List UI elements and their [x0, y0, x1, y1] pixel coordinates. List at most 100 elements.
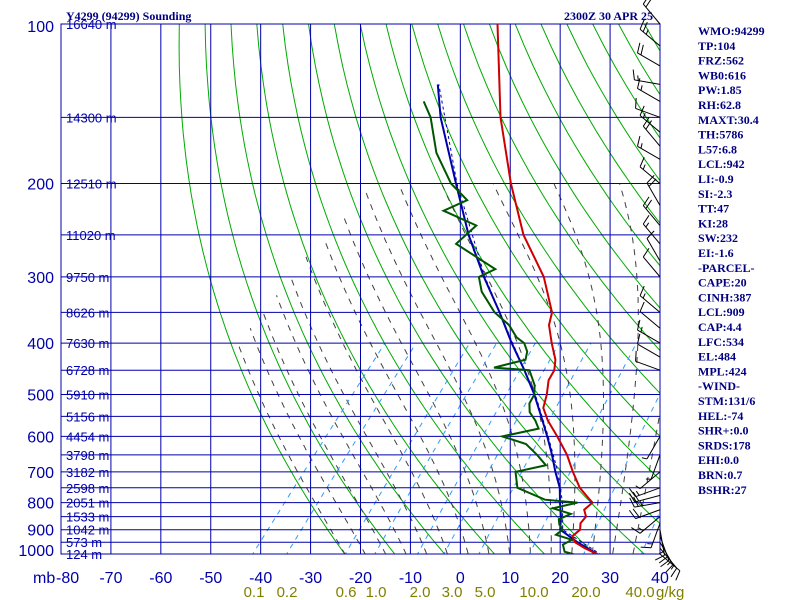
dry-adiabat-line: [178, 24, 346, 554]
pressure-tick-label: 800: [27, 496, 54, 513]
mixing-ratio-label: 20.0: [571, 584, 600, 600]
parcel-trace: [436, 84, 600, 554]
index-value: CAPE:20: [698, 276, 747, 290]
mixing-ratio-label: 2.0: [410, 584, 431, 600]
height-label: 573 m: [66, 535, 102, 550]
temperature-tick-label: 0: [456, 570, 465, 587]
wind-barb: [628, 508, 661, 520]
index-value: BSHR:27: [698, 483, 747, 497]
wind-barb: [642, 117, 661, 147]
moist-adiabat-line: [553, 183, 604, 554]
moist-adiabat-line: [632, 409, 660, 554]
height-label: 1042 m: [66, 523, 109, 538]
mixing-ratio-label: 5.0: [475, 584, 496, 600]
pressure-tick-label: 500: [27, 387, 54, 404]
index-value: SW:232: [698, 231, 738, 245]
temperature-tick-label: -80: [56, 570, 79, 587]
wind-barb: [646, 175, 661, 206]
index-value: LI:-0.9: [698, 172, 734, 186]
moist-adiabat-line: [305, 256, 448, 554]
stability-indices-panel: WMO:94299TP:104FRZ:562WB0:616PW:1.85RH:6…: [698, 24, 765, 497]
wind-barb: [639, 301, 661, 329]
temperature-tick-label: -60: [149, 570, 172, 587]
index-value: LFC:534: [698, 335, 744, 349]
index-value: CAP:4.4: [698, 320, 742, 334]
mixing-ratio-line: [344, 342, 471, 554]
header-station-title: Y4299 (94299) Sounding: [66, 9, 191, 23]
index-value: LCL:942: [698, 157, 745, 171]
index-value: PW:1.85: [698, 83, 742, 97]
index-value: L57:6.8: [698, 142, 737, 156]
height-label: 6728 m: [66, 363, 109, 378]
wind-barb: [640, 523, 661, 549]
moist-adiabat-line: [612, 183, 639, 554]
dry-adiabat-line: [308, 24, 596, 554]
temperature-tick-label: -70: [99, 570, 122, 587]
height-label: 2598 m: [66, 481, 109, 496]
index-value: MPL:424: [698, 364, 747, 378]
index-value: STM:131/6: [698, 394, 755, 408]
temperature-tick-label: 10: [501, 570, 519, 587]
index-value: MAXT:30.4: [698, 113, 759, 127]
wind-barb: [642, 247, 661, 278]
temperature-tick-label: 20: [551, 570, 569, 587]
wind-barbs: [628, 0, 681, 581]
mixing-ratio-line: [583, 392, 660, 554]
moist-adiabat-line: [276, 295, 407, 554]
dry-adiabat-line: [411, 24, 660, 437]
dry-adiabat-line: [514, 24, 660, 267]
index-value: BRN:0.7: [698, 468, 742, 482]
wind-barb: [636, 136, 661, 160]
wind-barb: [635, 471, 661, 490]
moist-adiabat-line: [262, 312, 387, 554]
index-value: CINH:387: [698, 290, 751, 304]
grid-lines: [60, 23, 661, 555]
wind-barb: [635, 97, 661, 118]
temperature-tick-label: 30: [601, 570, 619, 587]
wind-barb: [639, 285, 661, 313]
index-value: HEL:-74: [698, 409, 743, 423]
index-value: WB0:616: [698, 68, 746, 82]
moist-adiabat-line: [249, 328, 366, 554]
dry-adiabat-line: [204, 24, 396, 554]
pressure-tick-label: 300: [27, 270, 54, 287]
index-value: EHI:0.0: [698, 453, 739, 467]
wind-barb: [639, 157, 661, 184]
index-value: KI:28: [698, 216, 728, 230]
mixing-ratio-line: [416, 342, 536, 554]
height-label: 3798 m: [66, 448, 109, 463]
header-date-time: 2300Z 30 APR 25: [564, 9, 653, 23]
wind-barb: [636, 333, 661, 358]
moist-adiabat-line: [237, 342, 346, 554]
index-value: WMO:94299: [698, 24, 765, 38]
mixing-ratio-line: [443, 342, 560, 554]
wind-barb: [628, 487, 661, 498]
wind-barb: [639, 105, 661, 133]
moist-adiabat-line: [364, 189, 511, 554]
wind-barb: [636, 319, 661, 344]
temperature-trace: [496, 24, 600, 554]
wind-barb: [636, 42, 661, 67]
height-label: 16640 m: [66, 17, 117, 32]
height-label: 3182 m: [66, 465, 109, 480]
index-value: EI:-1.6: [698, 246, 734, 260]
index-value: TT:47: [698, 202, 729, 216]
mixing-ratio-label: 10.0: [519, 584, 548, 600]
height-label: 2051 m: [66, 496, 109, 511]
pressure-tick-label: 1000: [18, 543, 54, 560]
dry-adiabat-line: [592, 24, 660, 139]
mixing-ratio-label: 0.6: [336, 584, 357, 600]
temperature-tick-label: -10: [399, 570, 422, 587]
index-value: EL:484: [698, 350, 736, 364]
mixing-ratio-line: [528, 342, 637, 554]
index-value: RH:62.8: [698, 98, 741, 112]
wind-barb: [636, 78, 661, 102]
height-label: 9750 m: [66, 270, 109, 285]
dry-adiabat-line: [333, 24, 646, 554]
mixing-ratio-label: 0.1: [244, 584, 265, 600]
mixing-ratio-unit-label: g/kg: [656, 584, 684, 600]
wind-barb: [635, 350, 661, 371]
dry-adiabat-line: [463, 24, 660, 352]
index-value: -PARCEL-: [698, 261, 754, 275]
height-label: 1533 m: [66, 510, 109, 525]
